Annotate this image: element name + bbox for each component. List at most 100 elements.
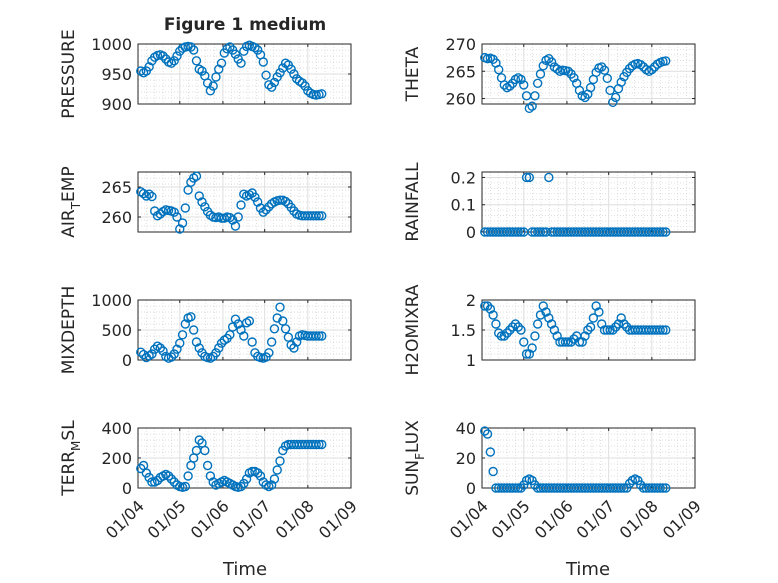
- data-point: [502, 328, 512, 338]
- data-point: [280, 196, 291, 207]
- data-point: [636, 60, 646, 70]
- data-point: [624, 478, 635, 489]
- data-point: [136, 347, 146, 357]
- data-point: [563, 337, 574, 347]
- data-point: [261, 205, 271, 215]
- data-point: [516, 227, 526, 237]
- data-point: [491, 319, 501, 329]
- data-point: [155, 343, 165, 353]
- data-point: [513, 483, 523, 493]
- data-point: [216, 58, 227, 68]
- data-point: [661, 483, 671, 493]
- data-point: [613, 319, 624, 329]
- data-point: [496, 331, 507, 341]
- data-point: [574, 337, 585, 347]
- data-point: [205, 86, 216, 96]
- data-point: [227, 322, 238, 332]
- data-point: [236, 200, 246, 210]
- data-point: [292, 337, 302, 347]
- y-tick-label: 500: [101, 321, 132, 340]
- data-point: [647, 64, 657, 75]
- data-point: [619, 319, 629, 329]
- subplot-rainfall: 0 0.1 0.2 RAINFALL: [403, 162, 696, 242]
- subplot-h2omixra: 1 1.5 2 H2OMIXRA: [403, 284, 696, 376]
- data-point: [549, 325, 560, 335]
- data-point: [658, 483, 668, 493]
- data-point: [286, 340, 296, 350]
- data-point: [541, 307, 551, 317]
- y-tick-label: 1000: [91, 291, 132, 310]
- data-point: [202, 460, 213, 471]
- data-point: [485, 304, 496, 314]
- y-tick-label: 0.1: [451, 196, 476, 215]
- data-point: [244, 316, 255, 326]
- data-point: [253, 197, 263, 207]
- data-point: [166, 352, 177, 362]
- data-point: [482, 301, 493, 311]
- data-point: [658, 325, 668, 335]
- data-point: [269, 77, 280, 88]
- data-point: [197, 197, 207, 207]
- data-point: [272, 465, 282, 475]
- data-point: [275, 68, 285, 78]
- data-point: [658, 227, 668, 237]
- data-point: [585, 82, 596, 93]
- data-point: [191, 337, 202, 347]
- data-point: [205, 471, 216, 481]
- data-point: [147, 477, 157, 487]
- data-point: [569, 334, 579, 344]
- data-point: [538, 301, 548, 311]
- data-point: [661, 227, 671, 237]
- data-point: [183, 471, 193, 481]
- subplot-theta: 260 265 270 THETA: [403, 35, 696, 114]
- data-point: [250, 192, 260, 202]
- subplot-pressure: 900 950 1000 PRESSURE: [59, 29, 352, 119]
- data-point: [183, 185, 193, 195]
- data-point: [530, 480, 540, 490]
- data-point: [588, 313, 599, 323]
- data-point: [200, 445, 210, 456]
- data-point: [317, 331, 327, 341]
- data-point: [261, 70, 271, 80]
- data-point: [655, 325, 665, 335]
- axes-box: [481, 43, 696, 105]
- y-axis-label: AIRTEMP: [59, 166, 83, 237]
- data-point: [286, 64, 296, 74]
- data-point: [585, 322, 596, 332]
- data-point: [661, 56, 671, 66]
- data-point: [144, 62, 154, 72]
- data-point: [247, 466, 257, 477]
- data-point: [546, 319, 557, 329]
- data-point: [605, 325, 615, 335]
- data-point: [499, 331, 509, 341]
- data-point: [255, 471, 266, 481]
- data-point: [560, 337, 571, 347]
- data-point: [510, 319, 521, 329]
- data-point: [253, 45, 263, 55]
- data-point: [152, 475, 163, 486]
- data-point: [236, 325, 246, 335]
- data-point: [166, 58, 177, 68]
- data-point: [317, 89, 327, 99]
- data-point: [485, 447, 496, 457]
- data-point: [188, 325, 199, 335]
- y-tick-label: 0: [122, 351, 132, 370]
- data-point: [616, 77, 626, 87]
- data-point: [527, 343, 537, 353]
- data-point: [616, 313, 626, 323]
- data-point: [524, 103, 535, 114]
- data-point: [172, 212, 182, 222]
- data-point: [258, 207, 268, 217]
- data-point: [227, 215, 238, 225]
- data-point: [602, 325, 612, 335]
- y-tick-label: 40: [456, 419, 476, 438]
- data-point: [300, 81, 310, 91]
- data-point: [200, 202, 210, 212]
- data-point: [250, 42, 260, 53]
- y-axis-label: H2OMIXRA: [403, 284, 423, 375]
- data-point: [527, 101, 537, 111]
- data-point: [591, 301, 601, 311]
- data-point: [163, 471, 174, 481]
- data-point: [622, 322, 632, 332]
